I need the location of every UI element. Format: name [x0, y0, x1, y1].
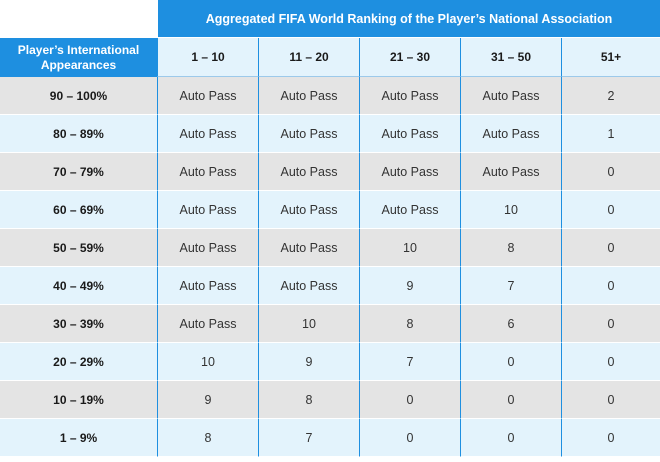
table-cell: 0: [359, 381, 460, 419]
table-cell: Auto Pass: [157, 77, 258, 115]
table-cell: Auto Pass: [359, 153, 460, 191]
table-cell: 10: [359, 229, 460, 267]
table-cell: Auto Pass: [157, 153, 258, 191]
table-cell: Auto Pass: [157, 191, 258, 229]
table-corner: [0, 0, 157, 38]
table-cell: Auto Pass: [157, 229, 258, 267]
column-header: 11 – 20: [258, 38, 359, 77]
table-cell: Auto Pass: [157, 305, 258, 343]
table-cell: Auto Pass: [157, 267, 258, 305]
table-cell: Auto Pass: [460, 77, 561, 115]
row-label: 60 – 69%: [0, 191, 157, 229]
table-cell: 0: [460, 343, 561, 381]
table-cell: 0: [561, 191, 660, 229]
table-cell: 7: [258, 419, 359, 457]
row-label: 20 – 29%: [0, 343, 157, 381]
column-header: 51+: [561, 38, 660, 77]
table-cell: 8: [359, 305, 460, 343]
table-cell: 9: [359, 267, 460, 305]
table-cell: Auto Pass: [460, 153, 561, 191]
table-cell: 0: [561, 229, 660, 267]
table-cell: 9: [157, 381, 258, 419]
table-cell: 10: [258, 305, 359, 343]
table-cell: 8: [258, 381, 359, 419]
table-cell: 0: [561, 419, 660, 457]
table-cell: 0: [561, 381, 660, 419]
table-cell: Auto Pass: [359, 77, 460, 115]
row-label: 30 – 39%: [0, 305, 157, 343]
column-header: 31 – 50: [460, 38, 561, 77]
table-cell: 0: [561, 267, 660, 305]
column-header: 21 – 30: [359, 38, 460, 77]
table-cell: Auto Pass: [258, 77, 359, 115]
row-label: 70 – 79%: [0, 153, 157, 191]
row-label: 10 – 19%: [0, 381, 157, 419]
table-cell: 8: [460, 229, 561, 267]
table-cell: 8: [157, 419, 258, 457]
table-cell: Auto Pass: [258, 115, 359, 153]
row-header-title: Player’s International Appearances: [0, 38, 157, 77]
table-cell: 10: [460, 191, 561, 229]
table-cell: Auto Pass: [359, 191, 460, 229]
super-header: Aggregated FIFA World Ranking of the Pla…: [157, 0, 660, 38]
table-cell: Auto Pass: [258, 267, 359, 305]
table-cell: 1: [561, 115, 660, 153]
table-cell: 0: [359, 419, 460, 457]
table-cell: 2: [561, 77, 660, 115]
table-cell: Auto Pass: [258, 229, 359, 267]
row-label: 80 – 89%: [0, 115, 157, 153]
table-cell: Auto Pass: [460, 115, 561, 153]
row-label: 1 – 9%: [0, 419, 157, 457]
table-cell: Auto Pass: [258, 191, 359, 229]
table-cell: 0: [460, 419, 561, 457]
row-label: 50 – 59%: [0, 229, 157, 267]
table-cell: 7: [460, 267, 561, 305]
row-label: 40 – 49%: [0, 267, 157, 305]
table-cell: 9: [258, 343, 359, 381]
table-cell: 0: [561, 305, 660, 343]
table-cell: 0: [561, 153, 660, 191]
table-cell: 6: [460, 305, 561, 343]
table-cell: Auto Pass: [359, 115, 460, 153]
row-label: 90 – 100%: [0, 77, 157, 115]
table-cell: 10: [157, 343, 258, 381]
table-cell: 0: [561, 343, 660, 381]
table-cell: Auto Pass: [157, 115, 258, 153]
column-header: 1 – 10: [157, 38, 258, 77]
table-cell: 0: [460, 381, 561, 419]
table-cell: Auto Pass: [258, 153, 359, 191]
table-cell: 7: [359, 343, 460, 381]
